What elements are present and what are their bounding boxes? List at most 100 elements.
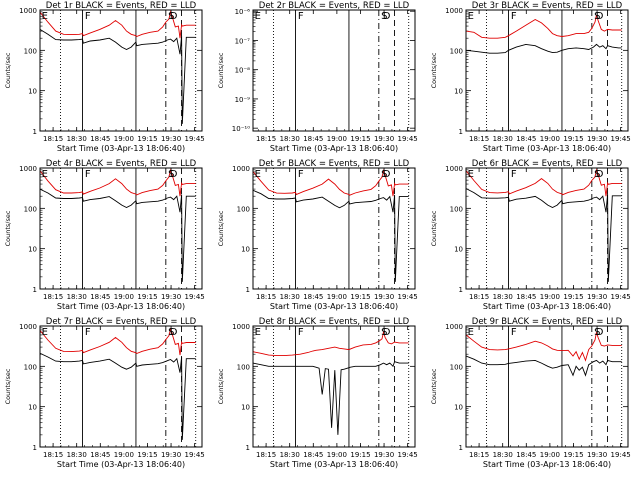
- x-tick-label: 19:15: [350, 451, 370, 459]
- y-tick-label: 1000: [445, 323, 463, 331]
- y-axis-label: Counts/sec: [430, 210, 438, 246]
- y-tick-label: 1: [246, 444, 250, 452]
- x-axis-label: Start Time (03-Apr-13 18:06:40): [270, 460, 398, 469]
- marker-e: E: [255, 169, 261, 180]
- y-tick-label: 10: [241, 246, 250, 254]
- marker-f: F: [298, 327, 304, 338]
- x-tick-label: 18:45: [303, 293, 323, 301]
- marker-e: E: [42, 11, 48, 22]
- y-tick-label: 1: [33, 128, 37, 136]
- y-axis-label: Counts/sec: [430, 368, 438, 404]
- series-line-lld: [253, 168, 409, 197]
- panel-title: Det 2r BLACK = Events, RED = LLD: [259, 1, 410, 11]
- y-tick-label: 1: [33, 286, 37, 294]
- x-tick-label: 18:15: [43, 451, 63, 459]
- y-tick-label: 10: [28, 88, 37, 96]
- panel-det-8: Det 8r BLACK = Events, RED = LLD Counts/s…: [217, 317, 418, 469]
- series-line-lld: [466, 332, 622, 362]
- y-tick-label: 10: [241, 404, 250, 412]
- y-tick-label: 100: [237, 205, 250, 213]
- y-tick-label: 100: [450, 363, 463, 371]
- plot-frame: [39, 9, 203, 132]
- marker-d: D: [596, 169, 604, 180]
- plot-frame: [252, 167, 416, 290]
- marker-s: S: [381, 169, 387, 180]
- x-tick-label: 19:00: [540, 293, 560, 301]
- series-line-lld: [40, 327, 196, 356]
- x-tick-label: 19:45: [398, 135, 418, 143]
- x-tick-label: 18:30: [493, 293, 513, 301]
- marker-s: S: [168, 11, 174, 22]
- x-tick-label: 19:45: [185, 293, 205, 301]
- y-tick-label: 10⁻⁸: [235, 67, 251, 75]
- y-tick-label: 10⁻⁶: [235, 8, 251, 16]
- y-tick-label: 100: [24, 47, 37, 55]
- panel-title: Det 8r BLACK = Events, RED = LLD: [259, 317, 410, 327]
- y-tick-label: 10: [454, 246, 463, 254]
- x-tick-label: 19:30: [161, 135, 181, 143]
- y-tick-label: 1000: [445, 7, 463, 15]
- x-tick-label: 19:15: [137, 135, 157, 143]
- plot-frame: [252, 9, 416, 132]
- plot-frame: [465, 9, 629, 132]
- x-tick-label: 18:45: [90, 451, 110, 459]
- x-tick-label: 19:15: [563, 135, 583, 143]
- x-tick-label: 19:30: [587, 135, 607, 143]
- series-line-lld: [40, 168, 196, 197]
- plot-frame: [39, 167, 203, 290]
- y-tick-label: 100: [450, 47, 463, 55]
- x-axis-label: Start Time (03-Apr-13 18:06:40): [270, 302, 398, 311]
- y-axis-label: Counts/sec: [217, 368, 225, 404]
- y-tick-label: 1: [246, 286, 250, 294]
- y-axis-label: Counts/sec: [4, 52, 12, 88]
- x-axis-label: Start Time (03-Apr-13 18:06:40): [57, 460, 185, 469]
- series-line-events: [466, 355, 622, 377]
- x-tick-label: 19:00: [114, 135, 134, 143]
- y-tick-label: 10⁻⁹: [235, 96, 251, 104]
- x-axis-label: Start Time (03-Apr-13 18:06:40): [483, 460, 611, 469]
- x-tick-label: 19:30: [374, 135, 394, 143]
- series-line-lld: [466, 14, 622, 39]
- y-tick-label: 100: [237, 363, 250, 371]
- marker-s: S: [168, 327, 174, 338]
- x-tick-label: 19:00: [114, 451, 134, 459]
- x-tick-label: 18:30: [67, 293, 87, 301]
- series-line-events: [466, 43, 622, 54]
- panel-det-1: Det 1r BLACK = Events, RED = LLD Counts/s…: [4, 1, 205, 153]
- x-tick-label: 18:45: [516, 451, 536, 459]
- marker-s: S: [594, 169, 600, 180]
- x-tick-label: 18:30: [280, 451, 300, 459]
- x-tick-label: 19:45: [185, 135, 205, 143]
- y-tick-label: 10: [28, 404, 37, 412]
- marker-f: F: [511, 11, 517, 22]
- x-tick-label: 19:00: [114, 293, 134, 301]
- series-line-events: [40, 188, 196, 282]
- y-tick-label: 10⁻⁷: [235, 37, 251, 45]
- x-axis-label: Start Time (03-Apr-13 18:06:40): [270, 144, 398, 153]
- marker-s: S: [168, 169, 174, 180]
- x-axis-label: Start Time (03-Apr-13 18:06:40): [483, 302, 611, 311]
- marker-e: E: [255, 327, 261, 338]
- x-tick-label: 19:00: [540, 451, 560, 459]
- x-tick-label: 19:45: [398, 451, 418, 459]
- series-line-lld: [253, 330, 409, 357]
- panel-det-4: Det 4r BLACK = Events, RED = LLD Counts/s…: [4, 159, 205, 311]
- series-line-lld: [40, 10, 196, 39]
- y-tick-label: 1000: [445, 165, 463, 173]
- x-tick-label: 19:00: [327, 451, 347, 459]
- y-tick-label: 1000: [19, 323, 37, 331]
- y-tick-label: 1: [33, 444, 37, 452]
- x-tick-label: 19:15: [137, 293, 157, 301]
- marker-f: F: [85, 169, 91, 180]
- x-tick-label: 19:45: [611, 135, 631, 143]
- x-tick-label: 18:15: [469, 293, 489, 301]
- series-line-events: [40, 352, 196, 440]
- marker-e: E: [468, 327, 474, 338]
- y-tick-label: 1000: [232, 323, 250, 331]
- x-tick-label: 18:45: [303, 451, 323, 459]
- x-tick-label: 19:45: [398, 293, 418, 301]
- panel-det-2: Det 2r BLACK = Events, RED = LLD Counts/s…: [217, 1, 418, 153]
- plot-frame: [465, 325, 629, 448]
- marker-e: E: [255, 11, 261, 22]
